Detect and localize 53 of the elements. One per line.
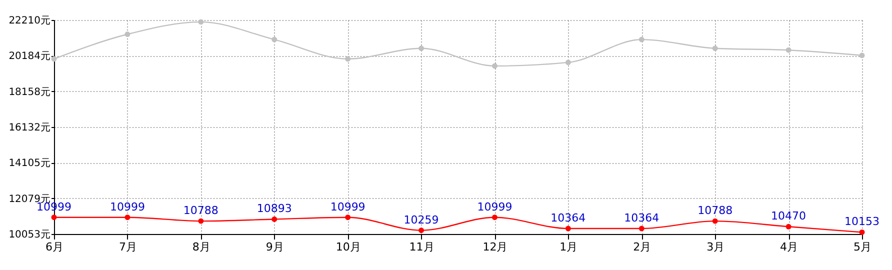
y-tick-label: 22210元: [8, 16, 50, 26]
x-tick-label: 6月: [46, 240, 64, 254]
point: [51, 214, 57, 220]
point: [124, 32, 130, 37]
data-label: 10788: [698, 204, 733, 218]
y-tick-label: 18158元: [8, 86, 50, 98]
point: [712, 218, 718, 224]
point: [565, 226, 571, 232]
x-tick-label: 12月: [482, 240, 508, 254]
x-tick-label: 4月: [780, 240, 798, 254]
data-label: 10364: [550, 212, 586, 225]
point: [272, 36, 278, 42]
x-tick-label: 10月: [336, 240, 361, 254]
point: [345, 214, 351, 220]
data-label: 10470: [771, 210, 806, 223]
point: [198, 218, 204, 224]
point: [786, 224, 792, 230]
x-tick-label: 11月: [409, 240, 434, 254]
data-label: 10259: [404, 213, 439, 226]
x-tick-label: 2月: [633, 240, 652, 254]
y-tick-label: 20184元: [8, 51, 50, 62]
y-tick-label: 10053元: [8, 230, 50, 240]
data-label: 10999: [110, 200, 145, 214]
point: [638, 36, 644, 42]
point: [492, 214, 498, 220]
point: [859, 230, 865, 235]
data-label: 10999: [477, 200, 512, 214]
point: [198, 19, 204, 25]
y-tick-label: 14105元: [8, 158, 50, 170]
y-tick-label: 16132元: [8, 122, 50, 134]
data-label: 10153: [844, 215, 880, 228]
point: [124, 214, 130, 220]
data-label: 10364: [624, 212, 660, 225]
point: [272, 216, 278, 222]
x-tick-label: 7月: [118, 240, 137, 254]
x-tick-label: 3月: [706, 240, 725, 254]
point: [859, 52, 865, 58]
x-tick-label: 5月: [854, 240, 872, 254]
point: [51, 56, 57, 62]
data-label: 10788: [183, 204, 218, 218]
point: [712, 46, 718, 52]
point: [638, 226, 644, 232]
point: [418, 46, 424, 52]
x-tick-label: 9月: [266, 240, 284, 254]
x-tick-label: 1月: [560, 240, 578, 254]
point: [492, 63, 498, 69]
x-tick-label: 8月: [192, 240, 210, 254]
point: [565, 60, 571, 66]
point: [345, 56, 351, 62]
point: [786, 47, 792, 53]
data-label: 10893: [256, 202, 292, 216]
point: [418, 228, 424, 234]
data-label: 10999: [330, 200, 366, 214]
